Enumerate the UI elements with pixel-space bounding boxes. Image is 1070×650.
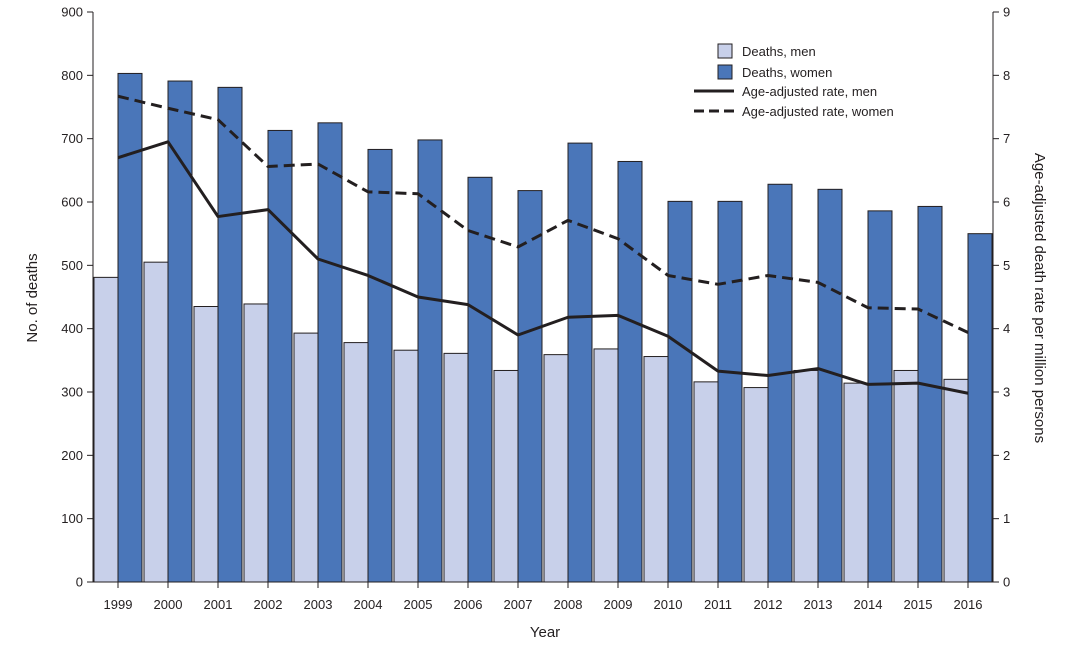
x-tick-label-2016: 2016 [954,597,983,612]
x-tick-label-2006: 2006 [454,597,483,612]
y2-tick-label-2: 2 [1003,448,1010,463]
x-tick-label-2003: 2003 [304,597,333,612]
x-tick-label-2012: 2012 [754,597,783,612]
y2-tick-label-1: 1 [1003,511,1010,526]
bar-men-2007 [493,369,519,583]
y2-tick-label-0: 0 [1003,575,1010,590]
lines-layer [117,94,969,395]
y2-axis-title: Age-adjusted death rate per million pers… [1031,153,1048,443]
y2-tick-label-6: 6 [1003,195,1010,210]
bar-women-2013 [817,188,843,583]
y-tick-label-0: 0 [76,575,83,590]
bar-men-2014 [843,382,869,583]
bar-men-2013 [793,369,819,583]
bar-women-2010 [667,200,693,583]
bar-men-1999 [93,276,119,583]
y2-tick-label-3: 3 [1003,385,1010,400]
x-tick-label-2014: 2014 [854,597,883,612]
bar-men-2000 [143,261,169,583]
bar-women-2005 [417,139,443,583]
bar-men-2001 [193,306,219,583]
legend-swatch-men [717,43,733,59]
y-tick-label-900: 900 [61,5,83,20]
bar-women-2004 [367,148,393,583]
bar-women-2003 [317,122,343,583]
x-tick-label-2008: 2008 [554,597,583,612]
bar-men-2005 [393,349,419,583]
bar-men-2009 [593,348,619,583]
bar-women-1999 [117,72,143,583]
axes-layer [92,12,994,583]
bar-women-2009 [617,160,643,583]
legend-label-men-deaths: Deaths, men [742,44,816,59]
x-tick-label-2009: 2009 [604,597,633,612]
x-tick-label-2004: 2004 [354,597,383,612]
y-tick-label-500: 500 [61,258,83,273]
bar-men-2006 [443,352,469,583]
y2-tick-label-8: 8 [1003,68,1010,83]
x-tick-label-2013: 2013 [804,597,833,612]
bar-women-2015 [917,205,943,583]
y-tick-label-700: 700 [61,131,83,146]
x-tick-label-2001: 2001 [204,597,233,612]
bar-women-2016 [967,233,993,583]
bar-men-2016 [943,378,969,583]
x-tick-label-2010: 2010 [654,597,683,612]
bars-layer [93,72,993,583]
legend-label-men-rate: Age-adjusted rate, men [742,84,877,99]
bar-women-2008 [567,142,593,583]
x-tick-label-2000: 2000 [154,597,183,612]
bar-women-2006 [467,176,493,583]
x-tick-label-2005: 2005 [404,597,433,612]
y-tick-label-600: 600 [61,195,83,210]
bar-men-2010 [643,356,669,583]
bar-men-2003 [293,332,319,583]
ticks-layer: 0 100 200 300 400 500 600 700 800 900 0 1 2 3 4 5 6 7 8 9 19… [61,5,1010,613]
bar-men-2004 [343,342,369,583]
y-tick-label-100: 100 [61,511,83,526]
bar-women-2012 [767,183,793,583]
bar-men-2002 [243,303,269,583]
y-tick-label-400: 400 [61,321,83,336]
x-tick-label-1999: 1999 [104,597,133,612]
bar-women-2014 [867,210,893,583]
x-axis-title: Year [530,624,560,641]
y-tick-label-200: 200 [61,448,83,463]
x-tick-label-2015: 2015 [904,597,933,612]
bar-men-2012 [743,387,769,583]
x-tick-label-2011: 2011 [704,597,732,612]
bar-women-2002 [267,129,293,583]
bar-women-2001 [217,86,243,583]
y2-tick-label-4: 4 [1003,321,1010,336]
x-tick-label-2002: 2002 [254,597,283,612]
rate-line-women [117,94,969,334]
bar-women-2011 [717,200,743,583]
bar-men-2011 [693,381,719,583]
bar-women-2000 [167,80,193,583]
x-tick-label-2007: 2007 [504,597,533,612]
y-axis-title: No. of deaths [24,253,41,342]
y2-tick-label-9: 9 [1003,5,1010,20]
legend-label-women-rate: Age-adjusted rate, women [742,104,894,119]
bar-men-2015 [893,369,919,583]
bar-women-2007 [517,190,543,583]
y-tick-label-800: 800 [61,68,83,83]
legend-label-women-deaths: Deaths, women [742,65,832,80]
legend-swatch-women [717,64,733,80]
y-tick-label-300: 300 [61,385,83,400]
y2-tick-label-7: 7 [1003,131,1010,146]
y2-tick-label-5: 5 [1003,258,1010,273]
rate-line-men [117,140,969,395]
bar-men-2008 [543,354,569,583]
legend: Deaths, men Deaths, women Age-adjusted r… [694,43,894,119]
